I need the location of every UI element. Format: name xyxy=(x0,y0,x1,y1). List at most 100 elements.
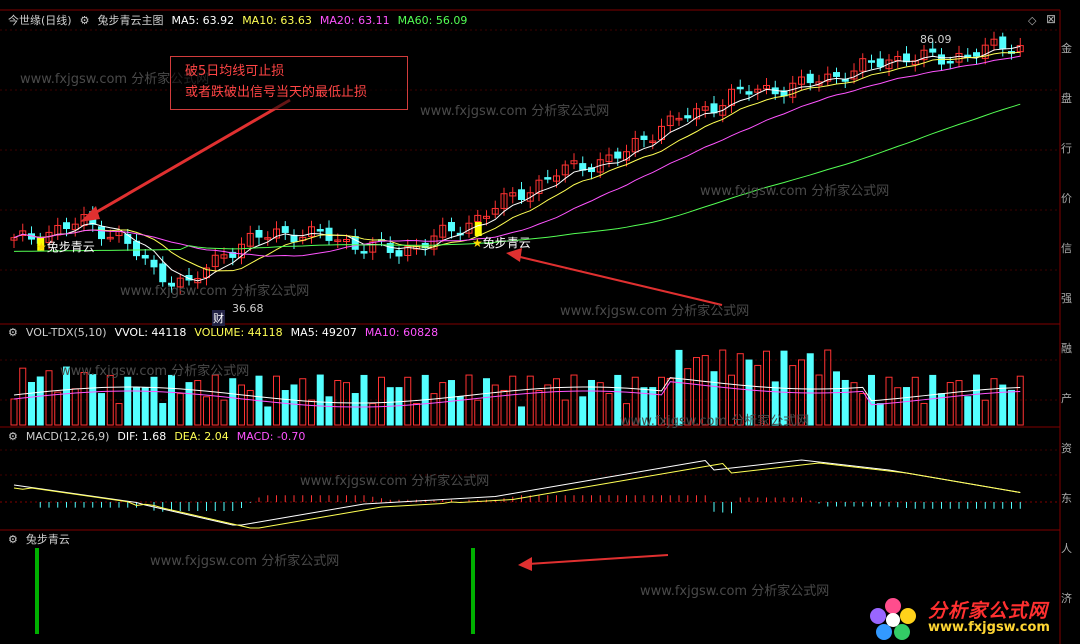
volume-bar-up xyxy=(115,403,123,426)
candle-up xyxy=(19,230,27,236)
candle-down xyxy=(150,259,158,268)
cai-badge[interactable]: 财 xyxy=(212,310,225,326)
candle-up xyxy=(500,193,508,209)
gear-icon[interactable]: ⚙ xyxy=(8,326,18,339)
signal-candle xyxy=(474,222,482,236)
right-tab-label[interactable]: 信 xyxy=(1061,242,1072,255)
volume-bar-up xyxy=(430,393,438,426)
dif-value: DIF: 1.68 xyxy=(117,430,167,443)
volume-bar-down xyxy=(36,376,44,426)
right-tab-label[interactable]: 人 xyxy=(1061,542,1072,555)
candle-up xyxy=(535,179,543,194)
annotation-arrow-1 xyxy=(87,98,291,219)
volume-bar-up xyxy=(176,393,184,426)
volume-bar-down xyxy=(229,378,237,426)
candle-up xyxy=(824,73,832,82)
candle-down xyxy=(98,226,105,240)
volume-bar-down xyxy=(483,378,490,426)
vvol-value: VVOL: 44118 xyxy=(114,326,187,339)
candle-down xyxy=(316,229,324,232)
right-tab-label[interactable]: 资 xyxy=(1061,442,1072,455)
candle-up xyxy=(561,164,569,176)
candle-up xyxy=(509,192,517,197)
candle-up xyxy=(798,76,805,85)
main-panel-header: 今世缘(日线) ⚙ 兔步青云主图 MA5: 63.92 MA10: 63.63 MA20:… xyxy=(8,14,475,28)
volume-bar-up xyxy=(955,380,963,426)
volume-bar-up xyxy=(413,402,420,426)
candle-up xyxy=(176,277,184,288)
candle-down xyxy=(946,60,954,64)
right-side-tabs: 金盘行价信强融产资东人济 xyxy=(1061,0,1080,644)
candle-up xyxy=(474,214,482,223)
candle-down xyxy=(973,52,980,57)
annotation-line-2: 或者跌破出信号当天的最低止损 xyxy=(185,85,368,100)
candle-down xyxy=(710,103,718,114)
candle-up xyxy=(273,228,280,239)
star-icon: ★ xyxy=(472,236,483,250)
right-tab-label[interactable]: 融 xyxy=(1061,342,1072,355)
high-price-label: 86.09 xyxy=(920,33,952,46)
dif-line xyxy=(13,459,1021,526)
ma20-line xyxy=(13,55,1021,257)
volume-bar-down xyxy=(351,393,359,426)
gear-icon[interactable]: ⚙ xyxy=(79,14,90,27)
right-tab-label[interactable]: 盘 xyxy=(1061,92,1072,105)
volume-bar-up xyxy=(701,355,709,426)
right-tab-label[interactable]: 行 xyxy=(1061,142,1072,155)
candle-down xyxy=(281,226,289,233)
volume-bar-down xyxy=(999,384,1007,426)
volume-bar-up xyxy=(544,384,552,426)
vol-ma10-value: MA10: 60828 xyxy=(364,326,439,339)
candle-up xyxy=(211,254,219,268)
volume-bar-down xyxy=(745,359,753,426)
volume-bar-down xyxy=(89,374,97,426)
candle-up xyxy=(404,246,412,256)
volume-bar-down xyxy=(710,371,718,426)
right-tab-label[interactable]: 济 xyxy=(1061,592,1072,605)
volume-bar-up xyxy=(80,372,88,426)
volume-bar-down xyxy=(929,374,937,426)
candle-down xyxy=(360,251,368,254)
indicator-name[interactable]: 兔步青云主图 xyxy=(97,14,164,27)
right-tab-label[interactable]: 强 xyxy=(1061,292,1072,305)
candle-down xyxy=(736,86,744,90)
candle-up xyxy=(246,232,254,247)
volume-bar-down xyxy=(973,374,980,426)
volume-bar-down xyxy=(588,379,595,426)
volume-bar-up xyxy=(728,374,735,426)
signal-indicator-name[interactable]: 兔步青云 xyxy=(25,533,70,546)
right-tab-label[interactable]: 东 xyxy=(1061,492,1072,505)
volume-bar-up xyxy=(596,382,604,426)
signal-candle xyxy=(37,236,45,251)
diamond-icon[interactable]: ◇ xyxy=(1028,14,1037,27)
candle-up xyxy=(623,151,630,161)
candle-up xyxy=(728,88,735,106)
candle-down xyxy=(876,58,884,68)
candle-up xyxy=(596,159,604,173)
candle-down xyxy=(290,234,298,243)
close-icon[interactable]: ⊠ xyxy=(1046,12,1057,26)
candle-up xyxy=(343,239,350,243)
volume-indicator-name[interactable]: VOL-TDX(5,10) xyxy=(25,326,107,339)
candle-down xyxy=(448,222,455,232)
gear-icon[interactable]: ⚙ xyxy=(8,533,18,546)
candle-up xyxy=(553,175,560,182)
volume-bar-down xyxy=(771,381,779,426)
candle-down xyxy=(229,251,237,258)
candle-up xyxy=(754,88,762,93)
logo-url: www.fxjgsw.com xyxy=(928,620,1050,635)
volume-bar-down xyxy=(28,382,35,426)
gear-icon[interactable]: ⚙ xyxy=(8,430,18,443)
candle-down xyxy=(579,163,587,171)
right-tab-label[interactable]: 产 xyxy=(1061,392,1072,405)
macd-indicator-name[interactable]: MACD(12,26,9) xyxy=(25,430,110,443)
right-tab-label[interactable]: 金 xyxy=(1061,42,1072,55)
volume-bar-up xyxy=(815,374,823,426)
candle-down xyxy=(168,282,175,287)
candle-up xyxy=(859,58,867,72)
annotation-arrow-3 xyxy=(527,554,669,565)
stock-name[interactable]: 今世缘(日线) xyxy=(8,14,72,27)
right-tab-label[interactable]: 价 xyxy=(1061,192,1072,205)
candle-down xyxy=(614,151,622,159)
